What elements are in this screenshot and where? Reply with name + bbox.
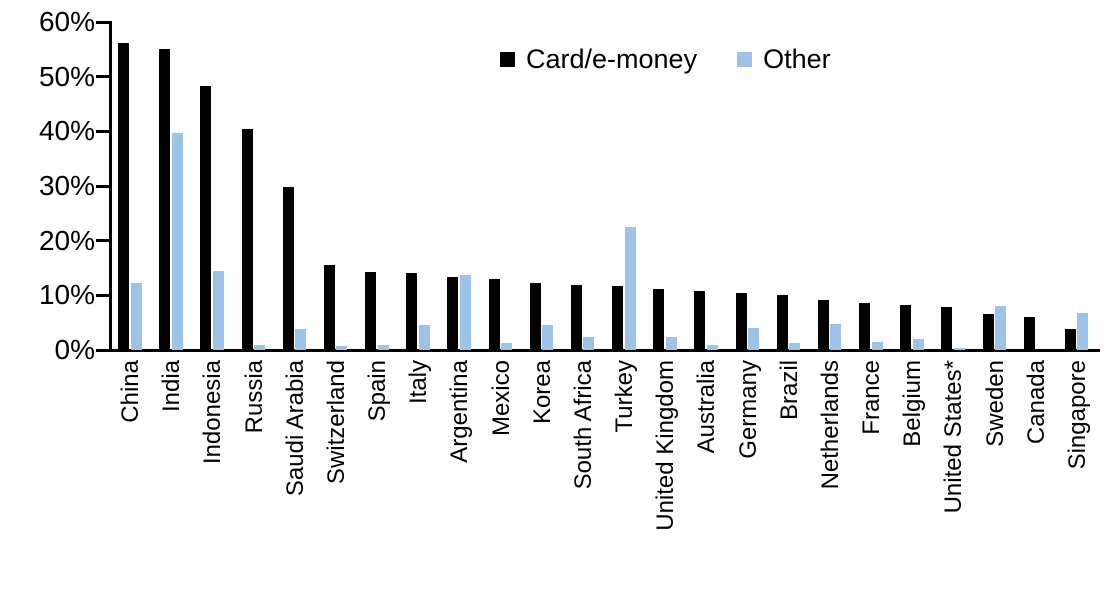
y-axis-tick: [96, 293, 109, 297]
legend-swatch-card-e-money: [500, 51, 515, 67]
bar-card-e-money-russia: [241, 128, 253, 350]
bar-card-e-money-germany: [735, 292, 747, 350]
bar-card-e-money-spain: [365, 272, 376, 350]
bar-other-korea: [542, 324, 554, 350]
bar-card-e-money-korea: [529, 283, 541, 350]
bar-other-singapore: [1077, 312, 1089, 350]
x-axis-label-korea: Korea: [528, 360, 556, 425]
legend-label-other: Other: [763, 44, 831, 74]
bar-other-france: [871, 341, 883, 350]
y-axis-tick: [96, 20, 109, 24]
bar-other-italy: [418, 325, 430, 350]
x-axis-label-saudi-arabia: Saudi Arabia: [281, 360, 309, 497]
x-axis-label-turkey: Turkey: [611, 360, 638, 433]
y-axis-line: [109, 20, 112, 351]
bar-other-switzerland: [336, 345, 348, 350]
bar-card-e-money-france: [859, 302, 870, 350]
bar-other-germany: [748, 328, 759, 350]
bar-card-e-money-mexico: [488, 279, 500, 350]
y-axis-tick-label: 50%: [38, 60, 95, 92]
x-axis-label-argentina: Argentina: [446, 360, 474, 463]
x-axis-label-india: India: [158, 360, 186, 413]
x-axis-label-australia: Australia: [693, 360, 721, 454]
y-axis-tick: [96, 239, 109, 243]
bar-other-netherlands: [830, 323, 842, 350]
y-axis-tick: [96, 184, 109, 188]
bar-card-e-money-belgium: [900, 305, 912, 350]
y-axis-tick-label: 10%: [38, 279, 95, 311]
x-axis-label-singapore: Singapore: [1063, 360, 1091, 470]
x-axis-label-indonesia: Indonesia: [199, 360, 227, 465]
x-axis-label-netherlands: Netherlands: [816, 360, 844, 490]
bar-other-turkey: [624, 227, 636, 350]
legend-item-card-e-money: Card/e-money: [500, 44, 697, 74]
bar-card-e-money-turkey: [612, 286, 623, 350]
bar-other-united-states: [953, 348, 965, 350]
x-axis-label-brazil: Brazil: [775, 360, 803, 421]
y-axis-tick: [96, 348, 109, 352]
bar-other-mexico: [501, 343, 512, 350]
bar-other-indonesia: [212, 270, 224, 350]
x-axis-label-italy: Italy: [405, 360, 433, 405]
y-axis-tick-label: 60%: [38, 6, 95, 37]
x-axis-label-switzerland: Switzerland: [322, 360, 350, 485]
x-axis-label-china: China: [117, 360, 144, 423]
bar-other-saudi-arabia: [295, 328, 307, 350]
x-axis-label-mexico: Mexico: [487, 360, 515, 437]
y-axis-tick-label: 20%: [38, 224, 95, 256]
x-axis-label-united-kingdom: United Kingdom: [652, 360, 680, 531]
bar-card-e-money-brazil: [776, 295, 788, 350]
bar-card-e-money-united-kingdom: [653, 288, 665, 350]
bar-card-e-money-singapore: [1064, 329, 1076, 350]
bar-other-argentina: [459, 274, 471, 350]
bar-card-e-money-south-africa: [570, 285, 582, 350]
chart-legend: Card/e-money Other: [500, 44, 831, 74]
bar-other-united-kingdom: [665, 336, 677, 350]
bar-card-e-money-china: [118, 42, 129, 350]
x-axis-label-canada: Canada: [1022, 360, 1050, 445]
x-axis-label-spain: Spain: [364, 360, 391, 422]
bar-card-e-money-sweden: [982, 314, 994, 350]
bar-other-india: [171, 132, 183, 350]
x-axis-label-france: France: [858, 360, 885, 435]
x-axis-label-sweden: Sweden: [981, 360, 1009, 447]
bar-other-south-africa: [583, 336, 595, 350]
y-axis-tick: [96, 129, 109, 133]
bar-card-e-money-netherlands: [817, 299, 829, 350]
bar-card-e-money-indonesia: [200, 85, 212, 350]
bar-card-e-money-saudi-arabia: [282, 187, 294, 350]
legend-label-card-e-money: Card/e-money: [526, 44, 698, 74]
bar-card-e-money-australia: [694, 290, 706, 350]
bar-card-e-money-argentina: [447, 276, 459, 350]
bar-card-e-money-united-states: [941, 306, 953, 350]
x-axis-label-south-africa: South Africa: [569, 360, 597, 490]
bar-other-china: [130, 282, 142, 350]
x-axis-label-belgium: Belgium: [899, 360, 927, 447]
x-axis-label-germany: Germany: [734, 360, 762, 459]
bar-other-spain: [377, 344, 389, 350]
y-axis-tick-label: 0%: [54, 334, 95, 365]
bar-card-e-money-italy: [406, 272, 418, 350]
x-axis-label-russia: Russia: [240, 360, 268, 434]
bar-other-brazil: [789, 343, 801, 350]
legend-item-other: Other: [737, 44, 831, 74]
bar-card-e-money-canada: [1023, 317, 1035, 350]
y-axis-tick-label: 40%: [38, 115, 95, 147]
bar-card-e-money-india: [159, 49, 171, 350]
x-axis-line: [109, 349, 1100, 352]
bar-other-belgium: [912, 339, 924, 350]
x-axis-label-united-states: United States*: [940, 360, 968, 514]
y-axis-tick: [96, 75, 109, 79]
bar-other-australia: [706, 344, 718, 350]
legend-swatch-other: [737, 51, 753, 67]
bar-other-sweden: [995, 305, 1006, 350]
y-axis-tick-label: 30%: [38, 170, 95, 201]
bar-card-e-money-switzerland: [323, 264, 335, 350]
bar-other-russia: [254, 344, 265, 350]
